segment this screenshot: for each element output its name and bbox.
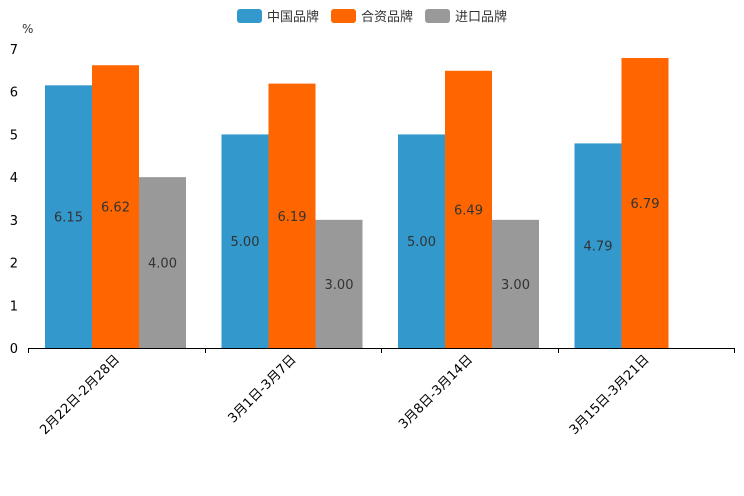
- bar-value-label: 3.00: [501, 278, 530, 293]
- bar[interactable]: [492, 219, 539, 348]
- y-tick-label: 3: [10, 214, 18, 229]
- y-tick-label: 4: [10, 171, 18, 186]
- legend-swatch-imported-brand: [425, 8, 450, 23]
- bar-value-label: 5.00: [407, 235, 436, 250]
- legend-swatch-domestic-brand: [236, 8, 262, 23]
- bar[interactable]: [574, 143, 622, 348]
- bar-value-label: 4.00: [148, 257, 177, 272]
- x-tick-label: 3月15日-3月21日: [567, 352, 653, 438]
- y-tick-label: 5: [10, 128, 18, 143]
- x-tick-label: 3月1日-3月7日: [225, 352, 299, 426]
- y-tick-label: 6: [10, 86, 18, 101]
- bar[interactable]: [139, 177, 186, 348]
- legend-item-imported-brand[interactable]: 进口品牌: [425, 6, 507, 25]
- bar-value-labels: 6.15 6.62 4.00 5.00 6.19 3.00 5.00 6.49 3.00 4.79…: [54, 197, 659, 293]
- legend-swatch-joint-venture-brand: [330, 8, 356, 23]
- bar-value-label: 6.62: [101, 201, 130, 216]
- legend-label-domestic-brand: 中国品牌: [266, 10, 319, 25]
- bar[interactable]: [315, 219, 363, 348]
- bar-value-label: 6.79: [631, 197, 660, 212]
- bar[interactable]: [221, 134, 269, 348]
- bar[interactable]: [268, 83, 316, 348]
- legend-item-domestic-brand[interactable]: 中国品牌: [236, 6, 319, 25]
- x-axis-tick-labels: 2月22日-2月28日 3月1日-3月7日 3月8日-3月14日 3月15日-3月21…: [37, 352, 652, 438]
- bar-value-label: 3.00: [325, 278, 354, 293]
- bar-value-label: 4.79: [584, 240, 613, 255]
- y-tick-label: 2: [10, 257, 18, 272]
- y-tick-label: 0: [10, 342, 18, 357]
- bar[interactable]: [445, 70, 492, 348]
- legend-item-joint-venture-brand[interactable]: 合资品牌: [330, 6, 413, 25]
- chart-legend: 中国品牌 合资品牌 进口品牌: [0, 6, 744, 25]
- bar-value-label: 6.19: [278, 210, 307, 225]
- legend-label-joint-venture-brand: 合资品牌: [360, 10, 413, 25]
- x-tick-label: 2月22日-2月28日: [37, 352, 123, 438]
- y-tick-label: 7: [10, 43, 18, 58]
- y-axis-unit-label: %: [22, 22, 33, 36]
- x-tick-label: 3月8日-3月14日: [396, 352, 476, 432]
- bar[interactable]: [45, 85, 92, 349]
- x-axis-ticks: [28, 348, 735, 353]
- bar[interactable]: [621, 57, 669, 348]
- bar[interactable]: [398, 134, 445, 348]
- bar-value-label: 6.49: [454, 203, 483, 218]
- bar-value-label: 5.00: [231, 235, 260, 250]
- y-tick-label: 1: [10, 299, 18, 314]
- bar[interactable]: [92, 65, 139, 348]
- y-axis-ticks: 0 1 2 3 4 5 6 7: [10, 43, 18, 357]
- bar-group: [45, 57, 669, 349]
- legend-label-imported-brand: 进口品牌: [455, 10, 508, 25]
- bar-value-label: 6.15: [54, 211, 83, 226]
